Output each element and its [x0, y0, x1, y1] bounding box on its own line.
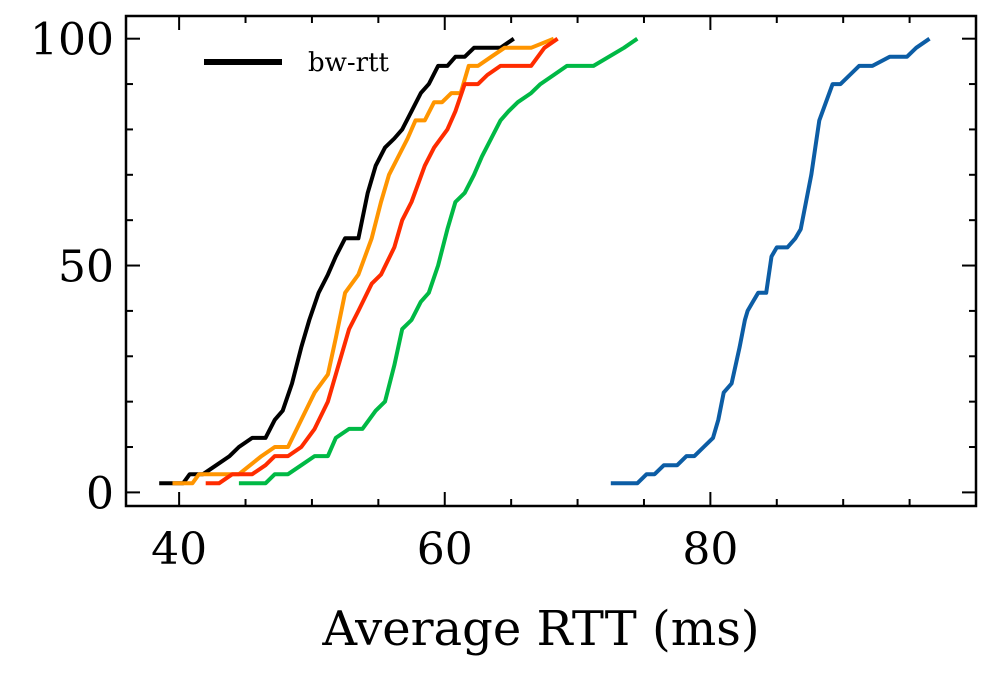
series-line-series-5	[610, 37, 931, 486]
plot-frame	[124, 14, 978, 508]
legend-label-bw-rtt: bw-rtt	[308, 48, 390, 78]
series-line-bw-rtt	[159, 37, 515, 486]
series-line-series-2	[172, 36, 555, 486]
x-tick-label-80: 80	[682, 524, 738, 575]
y-tick-label-100: 100	[30, 15, 114, 66]
legend: bw-rtt	[204, 48, 390, 78]
series-line-series-3	[205, 37, 559, 486]
y-tick-label-0: 0	[86, 468, 114, 519]
y-tick-label-50: 50	[58, 242, 114, 293]
tick-layer: 40 60 80 0 50 100	[30, 15, 977, 575]
series-layer	[159, 36, 931, 486]
x-tick-label-60: 60	[417, 524, 473, 575]
x-axis-label: Average RTT (ms)	[321, 601, 759, 657]
series-line-series-4	[238, 37, 639, 486]
x-tick-label-40: 40	[151, 524, 207, 575]
